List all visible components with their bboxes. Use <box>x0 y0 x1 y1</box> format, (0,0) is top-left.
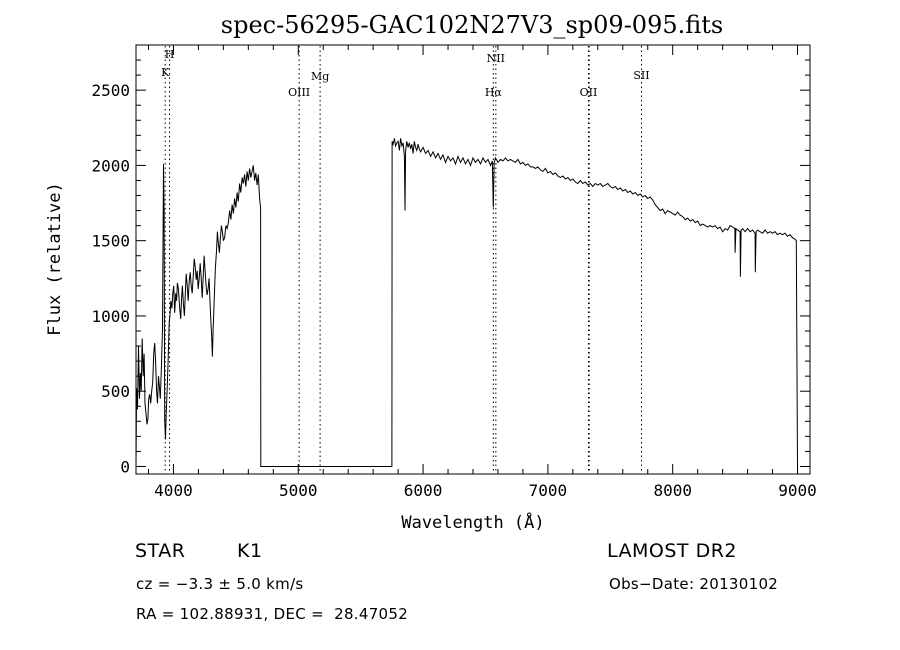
survey-name: LAMOST DR2 <box>607 540 737 562</box>
x-tick-label: 7000 <box>529 481 568 500</box>
y-tick-label: 1500 <box>91 232 130 251</box>
x-axis-label: Wavelength (Å) <box>401 511 544 533</box>
y-axis-label: Flux (relative) <box>45 182 65 336</box>
line-marker-label: Hα <box>485 86 503 99</box>
coordinates: RA = 102.88931, DEC = 28.47052 <box>136 605 409 623</box>
line-marker-label: OII <box>580 86 598 99</box>
y-tick-label: 1000 <box>91 307 130 326</box>
y-tick-label: 2000 <box>91 156 130 175</box>
y-tick-label: 2500 <box>91 81 130 100</box>
x-tick-label: 8000 <box>653 481 692 500</box>
line-marker-label: SII <box>633 69 649 82</box>
x-tick-label: 9000 <box>778 481 817 500</box>
y-tick-label: 0 <box>120 457 130 476</box>
chart-title: spec-56295-GAC102N27V3_sp09-095.fits <box>221 11 723 39</box>
line-marker-label: K <box>161 66 170 79</box>
spectrum-line <box>135 138 798 467</box>
object-class: STAR <box>135 540 186 562</box>
x-tick-label: 4000 <box>154 481 193 500</box>
x-tick-label: 6000 <box>404 481 443 500</box>
obs-date: Obs−Date: 20130102 <box>609 575 779 593</box>
plot-frame <box>135 44 811 475</box>
line-marker-label: H <box>165 48 175 61</box>
subclass: K1 <box>237 540 263 562</box>
y-tick-label: 500 <box>101 382 130 401</box>
line-marker-label: OIII <box>288 86 310 99</box>
axis-ticks: 4000 5000 6000 7000 8000 9000 0 500 1000 1500 2000… <box>91 45 817 500</box>
x-tick-label: 5000 <box>279 481 318 500</box>
line-marker-label: Mg <box>311 70 329 83</box>
line-marker-label: NII <box>487 52 505 65</box>
velocity-readout: cz = −3.3 ± 5.0 km/s <box>136 575 304 593</box>
